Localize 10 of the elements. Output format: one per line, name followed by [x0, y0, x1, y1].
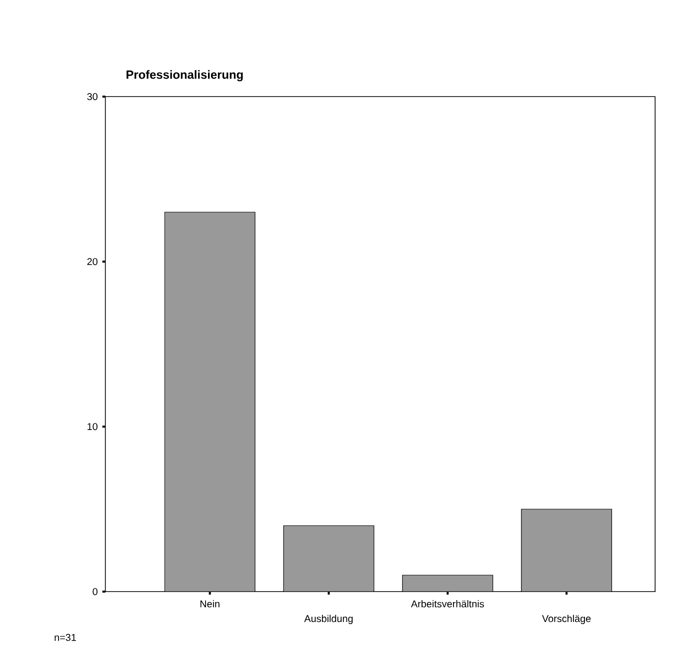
x-tick-label: Ausbildung — [304, 614, 353, 624]
y-tick-label: 30 — [87, 92, 98, 100]
x-tick-label: Arbeitsverhältnis — [410, 600, 484, 608]
text: n=31 — [54, 634, 76, 641]
x-tick-label: Vorschläge — [542, 614, 591, 624]
y-tick-label: 10 — [88, 422, 98, 430]
y-tick-label: 0 — [92, 588, 98, 595]
x-tick-label: Nein — [200, 600, 220, 608]
y-tick-label: 20 — [87, 258, 98, 265]
chart-title: Professionalisierung — [126, 70, 243, 82]
